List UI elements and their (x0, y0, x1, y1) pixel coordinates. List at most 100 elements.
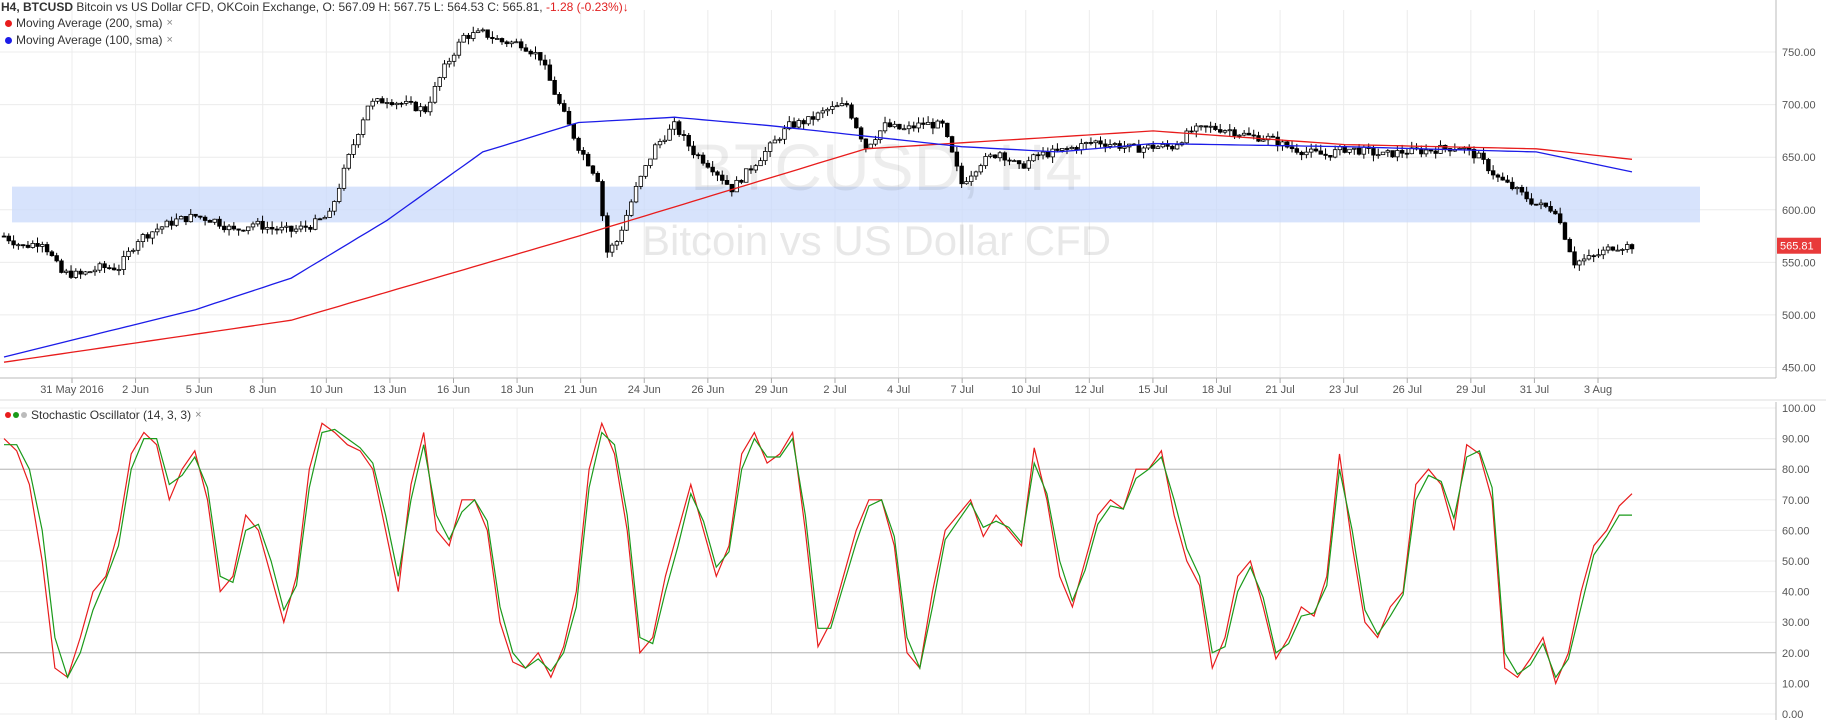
stoch-tick-label: 20.00 (1782, 648, 1810, 660)
candle-body (1227, 129, 1232, 132)
resistance-zone (12, 186, 1700, 223)
x-tick-label: 23 Jul (1329, 384, 1358, 396)
candle-body (557, 93, 562, 104)
candle-body (849, 104, 854, 119)
last-price-tag (1777, 237, 1821, 254)
candle-body (791, 121, 797, 128)
candle-body (461, 34, 466, 43)
stoch-tick-label: 70.00 (1782, 495, 1810, 507)
candle-body (1620, 249, 1625, 251)
candle-body (1170, 145, 1175, 150)
candle-body (499, 38, 505, 43)
candle-body (198, 215, 203, 218)
candle-body (1380, 151, 1386, 156)
candle-body (533, 52, 538, 55)
candle-body (1150, 144, 1156, 149)
candle-body (30, 243, 35, 248)
candle-body (638, 175, 644, 187)
candle-body (404, 100, 409, 104)
remove-stochastic-button[interactable]: × (195, 409, 202, 421)
candle-body (562, 103, 567, 112)
candle-body (1184, 130, 1189, 144)
candle-body (1376, 154, 1381, 157)
candle-body (356, 134, 361, 146)
candle-body (504, 41, 509, 45)
x-tick-label: 31 Jul (1520, 384, 1549, 396)
candle-body (116, 269, 122, 271)
candle-body (748, 168, 754, 171)
candle-body (1098, 140, 1103, 145)
remove-ma200-button[interactable]: × (166, 17, 173, 29)
candle-body (1610, 246, 1616, 251)
candle-body (1189, 130, 1194, 133)
x-tick-label: 2 Jul (823, 384, 846, 396)
candle-body (854, 117, 859, 129)
candle-body (830, 106, 835, 110)
candle-body (155, 228, 160, 233)
candle-body (1246, 132, 1252, 136)
candle-body (365, 105, 371, 121)
candle-body (1390, 150, 1395, 158)
candle-body (1371, 148, 1376, 156)
candle-body (1328, 155, 1333, 158)
stoch-tick-label: 40.00 (1782, 587, 1810, 599)
candle-body (1347, 148, 1352, 153)
candle-body (413, 101, 418, 112)
candle-body (897, 123, 902, 130)
candle-body (1021, 163, 1027, 169)
stoch-tick-label: 90.00 (1782, 434, 1810, 446)
candle-body (16, 244, 21, 247)
ma200-label: Moving Average (200, sma) (16, 16, 163, 30)
candle-body (619, 229, 624, 243)
candle-body (921, 122, 926, 125)
x-tick-label: 3 Aug (1584, 384, 1612, 396)
candle-body (394, 102, 399, 106)
candle-body (341, 167, 347, 189)
stochastic-label: Stochastic Oscillator (14, 3, 3) (31, 408, 192, 422)
candle-body (1122, 146, 1127, 149)
candle-body (643, 165, 648, 177)
stoch-tick-label: 100.00 (1782, 403, 1816, 415)
candle-body (1605, 246, 1611, 251)
candle-body (806, 116, 811, 125)
candle-body (1601, 249, 1606, 256)
candle-body (466, 34, 471, 39)
remove-ma100-button[interactable]: × (166, 34, 173, 46)
stoch-tick-label: 50.00 (1782, 556, 1810, 568)
candle-body (111, 267, 117, 271)
candle-body (753, 165, 758, 171)
candle-body (566, 110, 572, 125)
candle-body (64, 270, 69, 273)
candle-body (858, 127, 864, 140)
candle-body (571, 123, 576, 139)
candle-body (1198, 125, 1204, 128)
candle-body (964, 181, 969, 185)
candle-body (1332, 149, 1338, 158)
candle-body (1553, 210, 1558, 215)
price-tick-label: 650.00 (1782, 152, 1816, 164)
candle-body (1160, 144, 1165, 148)
candle-body (222, 225, 227, 231)
candle-body (1462, 147, 1467, 150)
candle-body (767, 142, 773, 152)
candle-body (585, 153, 591, 167)
candle-body (480, 29, 486, 32)
x-tick-label: 26 Jun (691, 384, 724, 396)
candle-body (1529, 198, 1534, 205)
candle-body (92, 269, 98, 273)
candle-body (1534, 203, 1539, 206)
candle-body (490, 36, 495, 40)
candle-body (715, 171, 720, 176)
candle-body (73, 270, 79, 278)
candle-body (1433, 150, 1438, 154)
candle-body (796, 120, 802, 128)
x-tick-label: 29 Jul (1456, 384, 1485, 396)
candle-body (389, 102, 395, 106)
candle-body (380, 98, 385, 104)
candle-body (1016, 160, 1022, 165)
candle-body (1285, 141, 1290, 148)
candle-body (11, 240, 16, 246)
candle-body (1222, 130, 1228, 133)
candle-body (949, 136, 955, 153)
x-tick-label: 31 May 2016 (40, 384, 104, 396)
